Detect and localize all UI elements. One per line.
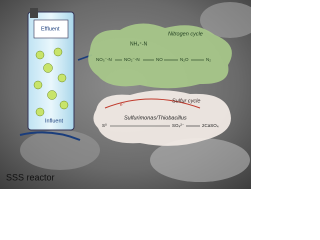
- nitrogen-cloud: [88, 23, 232, 89]
- effluent-label: Effluent: [41, 26, 60, 32]
- nitrogen-node: NO₃⁻-N: [96, 57, 112, 62]
- nitrogen-node: NH₄⁺-N: [130, 41, 148, 47]
- graphical-abstract: Effluent Influent SSS reactor Nitrogen c…: [0, 0, 260, 189]
- granules: [33, 47, 69, 117]
- nitrogen-node: N₂O: [180, 57, 189, 62]
- reactor-top: [33, 19, 69, 39]
- sulfur-node: 2CaSO₄: [202, 123, 219, 128]
- electron-label: e⁻: [120, 102, 126, 107]
- outlet-pipe: [30, 8, 38, 18]
- influent-label: Influent: [45, 118, 64, 124]
- sulfur-title: Sulfur cycle: [172, 98, 200, 104]
- particle: [150, 138, 250, 182]
- nitrogen-node: N₂: [206, 57, 211, 62]
- influent-pipe: [19, 131, 81, 141]
- reactor-label: SSS reactor: [6, 172, 55, 182]
- nitrogen-node: NO₂⁻-N: [124, 57, 140, 62]
- nitrogen-title: Nitrogen cycle: [168, 31, 203, 37]
- sulfur-arrow: [104, 98, 201, 109]
- sulfur-cloud: [93, 90, 231, 146]
- particle: [20, 130, 100, 170]
- particle: [200, 2, 260, 38]
- nitrogen-node: NO: [156, 57, 163, 62]
- sulfur-node: SO₄²⁻: [172, 123, 185, 128]
- page: Effluent Influent SSS reactor Nitrogen c…: [0, 0, 260, 189]
- bacteria-label: Sulfurimonas/Thiobacillus: [124, 115, 187, 121]
- sulfur-node: S⁰: [102, 123, 107, 128]
